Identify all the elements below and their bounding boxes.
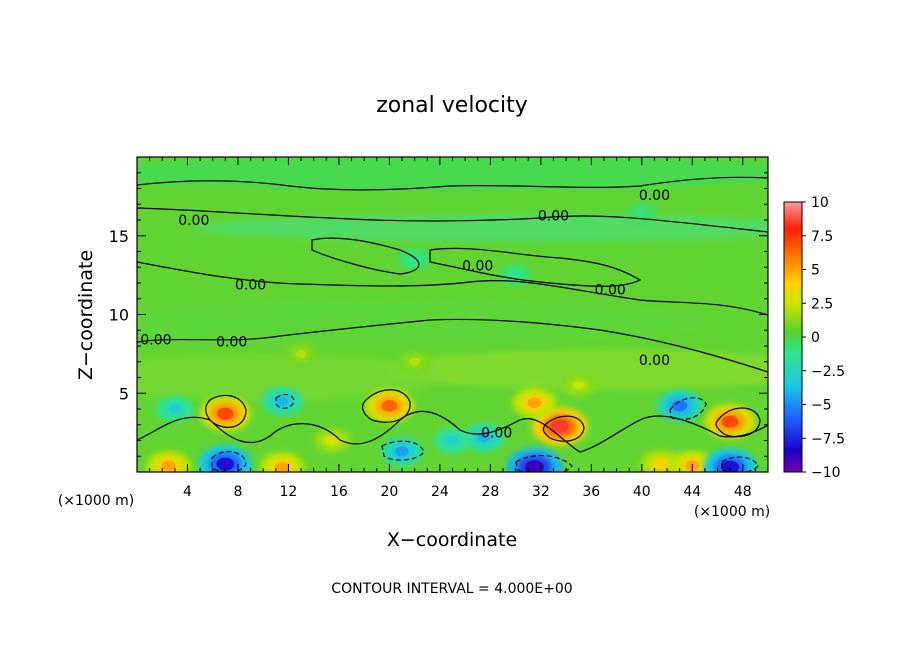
- contour-label: 0.00: [595, 282, 626, 298]
- x-tick-label: 44: [683, 484, 701, 500]
- colorbar-tick-label: −5: [811, 398, 832, 414]
- y-axis-label: Z−coordinate: [75, 250, 97, 380]
- contour-line: [211, 451, 247, 472]
- field-feature-core: [295, 349, 307, 358]
- chart-title: zonal velocity: [376, 93, 528, 118]
- contour-label: 0.00: [639, 188, 670, 204]
- field-feature-core: [216, 457, 235, 471]
- colorbar-tick-label: 0: [811, 330, 820, 346]
- contour-label: 0.00: [481, 426, 512, 442]
- x-tick-label: 48: [734, 484, 752, 500]
- contour-line: [311, 237, 420, 275]
- x-tick-label: 16: [330, 484, 348, 500]
- field-band: [137, 300, 710, 345]
- contour-line: [669, 397, 707, 421]
- colorbar-tick-label: 7.5: [811, 229, 833, 245]
- contour-lines: [137, 176, 768, 453]
- field-feature-core: [550, 419, 569, 434]
- field-feature-core: [395, 446, 409, 457]
- field-bands: [137, 157, 768, 402]
- colorbar-ticks: 10 7.5 5 2.5 0 −2.5 −5 −7.5 −10: [802, 195, 845, 481]
- y-tick-label: 10: [109, 306, 129, 325]
- contour-line: [205, 394, 247, 428]
- field-feature-core: [672, 400, 687, 412]
- contour-line: [137, 261, 768, 316]
- field-feature-core: [275, 462, 290, 472]
- field-band: [195, 213, 768, 242]
- contour-line: [542, 415, 585, 442]
- contour-line: [721, 456, 759, 472]
- field-feature-core: [161, 460, 176, 471]
- contour-line: [715, 407, 761, 438]
- colorbar-tick-label: −2.5: [811, 364, 845, 380]
- field-feature-core: [217, 407, 234, 420]
- colorbar: 10 7.5 5 2.5 0 −2.5 −5 −7.5 −10: [783, 195, 845, 481]
- field-feature-core: [654, 459, 668, 469]
- field-feature-core: [381, 399, 398, 412]
- x-tick-label: 8: [233, 484, 242, 500]
- negative-contours: [211, 393, 759, 472]
- x-axis-ticks: 4 8 12 16 20 24 28 32 36 40 44 48: [149, 157, 756, 500]
- contour-line: [429, 247, 642, 287]
- x-tick-label: 40: [633, 484, 651, 500]
- contour-interval-note: CONTOUR INTERVAL = 4.000E+00: [331, 581, 572, 597]
- contour-line: [515, 455, 573, 472]
- contour-line: [381, 440, 425, 461]
- contour-line: [137, 410, 768, 453]
- x-tick-label: 32: [532, 484, 550, 500]
- y-tick-label: 5: [119, 384, 129, 403]
- field-band: [137, 157, 768, 191]
- x-unit-left: (×1000 m): [58, 493, 134, 509]
- x-tick-label: 24: [431, 484, 449, 500]
- contour-label: 0.00: [639, 353, 670, 369]
- field-feature-core: [721, 460, 739, 472]
- colorbar-tick-label: −7.5: [811, 431, 845, 447]
- contour-line: [137, 318, 768, 373]
- contour-line: [275, 393, 295, 409]
- plot-area: 0.00 0.00 0.00 0.00 0.00 0.00 0.00 0.00 0.00 0.00: [137, 157, 768, 472]
- field-feature-core: [169, 404, 181, 414]
- field-feature-core: [446, 436, 459, 445]
- field-feature-core: [637, 208, 647, 216]
- contour-label: 0.00: [140, 333, 171, 349]
- field-feature-core: [275, 396, 289, 406]
- contour-line: [137, 176, 768, 191]
- contour-label: 0.00: [538, 208, 569, 224]
- colorbar-tick-label: 10: [811, 195, 829, 211]
- field-band: [137, 353, 444, 402]
- contour-line: [362, 389, 411, 423]
- field-feature-core: [409, 255, 420, 264]
- contour-label: 0.00: [462, 259, 493, 275]
- field-feature-core: [510, 271, 521, 279]
- x-tick-label: 28: [481, 484, 499, 500]
- colorbar-tick-label: 2.5: [811, 296, 833, 312]
- field-feature-core: [409, 357, 420, 366]
- field-feature-core: [573, 381, 585, 390]
- contour-label: 0.00: [235, 278, 266, 294]
- x-tick-label: 36: [582, 484, 600, 500]
- field-feature-core: [326, 436, 339, 445]
- field-feature-core: [721, 415, 739, 428]
- x-tick-label: 12: [280, 484, 298, 500]
- x-tick-label: 20: [380, 484, 398, 500]
- field-feature-core: [525, 460, 544, 472]
- x-axis-label: X−coordinate: [387, 529, 517, 551]
- contour-line: [137, 207, 768, 233]
- field-band: [384, 349, 768, 390]
- y-tick-label: 15: [109, 227, 129, 246]
- colorbar-gradient: [783, 201, 803, 473]
- x-tick-label: 4: [183, 484, 192, 500]
- field-feature-core: [477, 432, 491, 443]
- y-axis-ticks: 5 10 15: [109, 172, 768, 457]
- contour-label: 0.00: [178, 213, 209, 229]
- contour-label: 0.00: [216, 334, 247, 350]
- field-feature-core: [527, 397, 542, 408]
- contour-labels: 0.00 0.00 0.00 0.00 0.00 0.00 0.00 0.00 0.00 0.00: [140, 188, 670, 442]
- x-unit-right: (×1000 m): [694, 504, 770, 520]
- colorbar-tick-label: −10: [811, 465, 841, 481]
- colorbar-tick-label: 5: [811, 263, 820, 279]
